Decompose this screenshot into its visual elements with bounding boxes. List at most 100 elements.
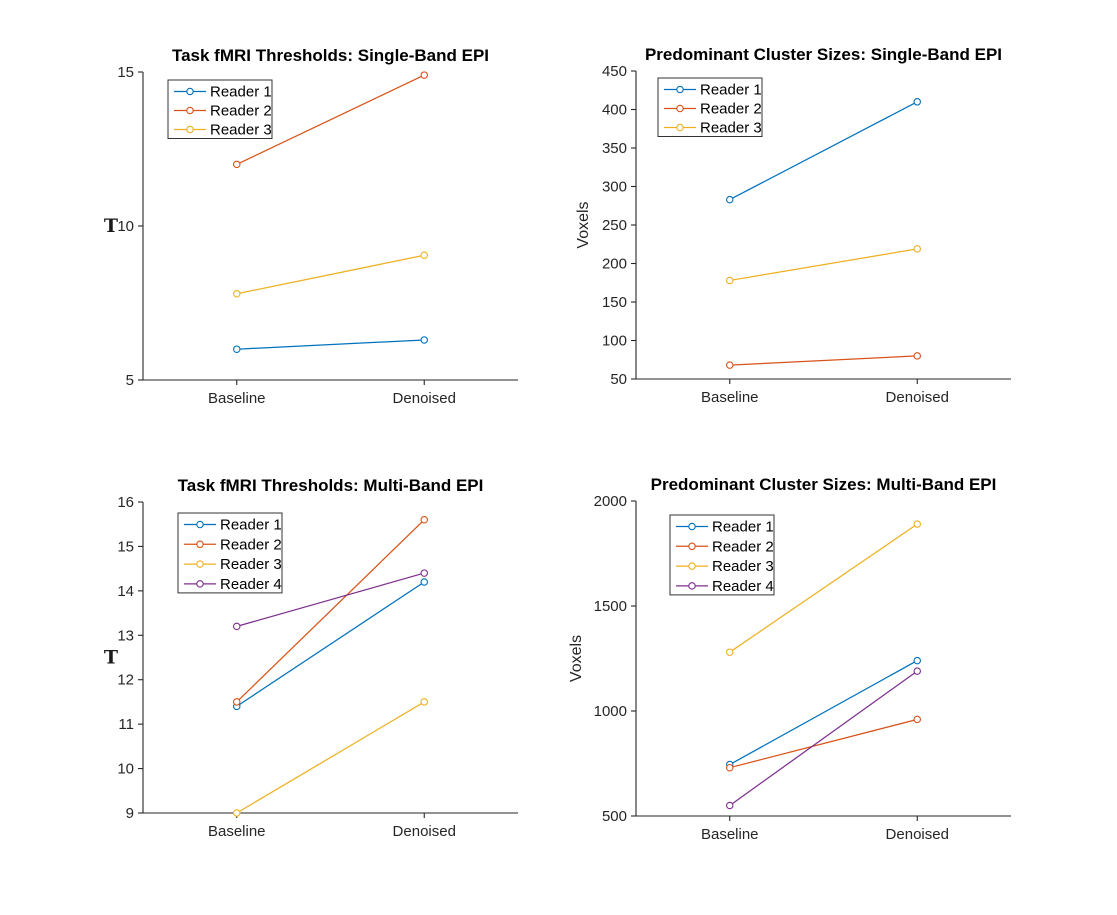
y-axis-label: T <box>104 647 118 669</box>
legend-box <box>657 77 763 137</box>
y-tick-label: 1500 <box>594 598 627 615</box>
data-point-marker <box>726 648 734 656</box>
data-point-marker <box>233 345 241 353</box>
legend-entry-label: Reader 3 <box>210 122 272 139</box>
legend-box <box>167 79 273 139</box>
legend-marker-icon <box>676 123 684 132</box>
data-point-marker <box>420 578 428 586</box>
legend-entry-label: Reader 1 <box>700 82 762 99</box>
data-point-marker <box>233 698 241 706</box>
data-point-marker <box>726 361 734 369</box>
y-tick-label: 1000 <box>594 703 627 720</box>
legend-marker-icon <box>688 542 696 551</box>
legend-entry-label: Reader 1 <box>210 84 272 101</box>
y-tick-label: 13 <box>117 627 134 644</box>
y-tick-label: 400 <box>602 102 627 119</box>
legend-marker-icon <box>676 104 684 113</box>
y-tick-label: 15 <box>117 64 134 81</box>
data-point-marker <box>420 569 428 577</box>
y-tick-label: 15 <box>117 538 134 555</box>
y-tick-label: 450 <box>602 63 627 80</box>
legend-marker-icon <box>688 582 696 590</box>
legend-marker-icon <box>196 580 204 588</box>
series-line-reader-3 <box>236 701 425 814</box>
x-tick-label: Denoised <box>886 389 949 406</box>
x-tick-label: Denoised <box>393 823 456 840</box>
data-point-marker <box>420 251 428 260</box>
data-point-marker <box>913 656 921 665</box>
legend-marker-icon <box>688 562 696 570</box>
chart-title: Task fMRI Thresholds: Single-Band EPI <box>172 46 489 65</box>
y-tick-label: 12 <box>117 672 134 689</box>
y-tick-label: 16 <box>117 494 134 511</box>
legend-entry-label: Reader 2 <box>220 536 282 553</box>
y-axis-label: Voxels <box>568 635 585 682</box>
data-point-marker <box>233 622 241 631</box>
y-tick-label: 200 <box>602 256 627 273</box>
y-tick-label: 10 <box>117 218 134 235</box>
series-line-reader-1 <box>236 339 425 350</box>
legend-box <box>669 514 775 596</box>
y-tick-label: 150 <box>602 294 627 311</box>
series-line-reader-3 <box>236 254 425 295</box>
legend-marker-icon <box>196 540 204 549</box>
data-point-marker <box>420 71 428 79</box>
data-point-marker <box>913 667 921 675</box>
y-tick-label: 2000 <box>594 493 627 510</box>
subplot-thresholds-multi-band: Task fMRI Thresholds: Multi-Band EPI T 9 10… <box>104 476 518 840</box>
y-tick-label: 250 <box>602 217 627 234</box>
series-line-reader-4 <box>729 670 918 807</box>
chart-title: Predominant Cluster Sizes: Single-Band E… <box>645 45 1002 64</box>
series-line-reader-1 <box>729 101 918 201</box>
y-tick-label: 50 <box>610 371 627 388</box>
legend-entry-label: Reader 2 <box>700 101 762 118</box>
legend-entry-label: Reader 3 <box>712 558 774 575</box>
y-tick-label: 300 <box>602 179 627 196</box>
legend-marker-icon <box>186 106 194 115</box>
data-point-marker <box>726 801 734 810</box>
data-point-marker <box>913 245 921 253</box>
data-point-marker <box>420 336 428 344</box>
data-point-marker <box>233 809 241 817</box>
series-line-reader-2 <box>729 355 918 366</box>
data-point-marker <box>420 698 428 706</box>
legend-marker-icon <box>186 87 194 96</box>
legend-entry-label: Reader 2 <box>210 103 272 120</box>
data-point-marker <box>913 520 921 528</box>
series-line-reader-2 <box>236 74 425 165</box>
legend-marker-icon <box>186 125 194 134</box>
legend-marker-icon <box>688 522 696 531</box>
x-tick-label: Baseline <box>208 823 266 840</box>
series-line-reader-2 <box>729 718 918 769</box>
y-tick-label: 500 <box>602 808 627 825</box>
data-point-marker <box>233 160 241 169</box>
y-tick-label: 100 <box>602 333 627 350</box>
legend-entry-label: Reader 3 <box>220 556 282 573</box>
subplot-clusters-multi-band: Predominant Cluster Sizes: Multi-Band EP… <box>568 475 1011 843</box>
series-line-reader-4 <box>236 572 425 628</box>
subplot-thresholds-single-band: Task fMRI Thresholds: Single-Band EPI T 5 1… <box>104 46 518 407</box>
series-line-reader-1 <box>236 581 425 707</box>
legend-box <box>177 512 283 594</box>
x-tick-label: Baseline <box>701 389 759 406</box>
legend-entry-label: Reader 1 <box>220 517 282 534</box>
legend-entry-label: Reader 2 <box>712 538 774 555</box>
x-tick-label: Baseline <box>208 390 266 407</box>
legend-entry-label: Reader 3 <box>700 120 762 137</box>
y-tick-label: 14 <box>117 583 134 600</box>
series-line-reader-3 <box>729 248 918 282</box>
subplot-clusters-single-band: Predominant Cluster Sizes: Single-Band E… <box>575 45 1011 406</box>
data-point-marker <box>726 195 734 204</box>
data-point-marker <box>233 290 241 298</box>
x-tick-label: Denoised <box>886 826 949 843</box>
legend-marker-icon <box>196 520 204 529</box>
x-tick-label: Baseline <box>701 826 759 843</box>
chart-title: Task fMRI Thresholds: Multi-Band EPI <box>178 476 484 495</box>
y-axis-label: Voxels <box>575 201 592 248</box>
data-point-marker <box>726 276 734 285</box>
chart-title: Predominant Cluster Sizes: Multi-Band EP… <box>651 475 997 494</box>
data-point-marker <box>420 516 428 524</box>
series-line-reader-3 <box>729 523 918 653</box>
legend-entry-label: Reader 4 <box>220 576 282 593</box>
